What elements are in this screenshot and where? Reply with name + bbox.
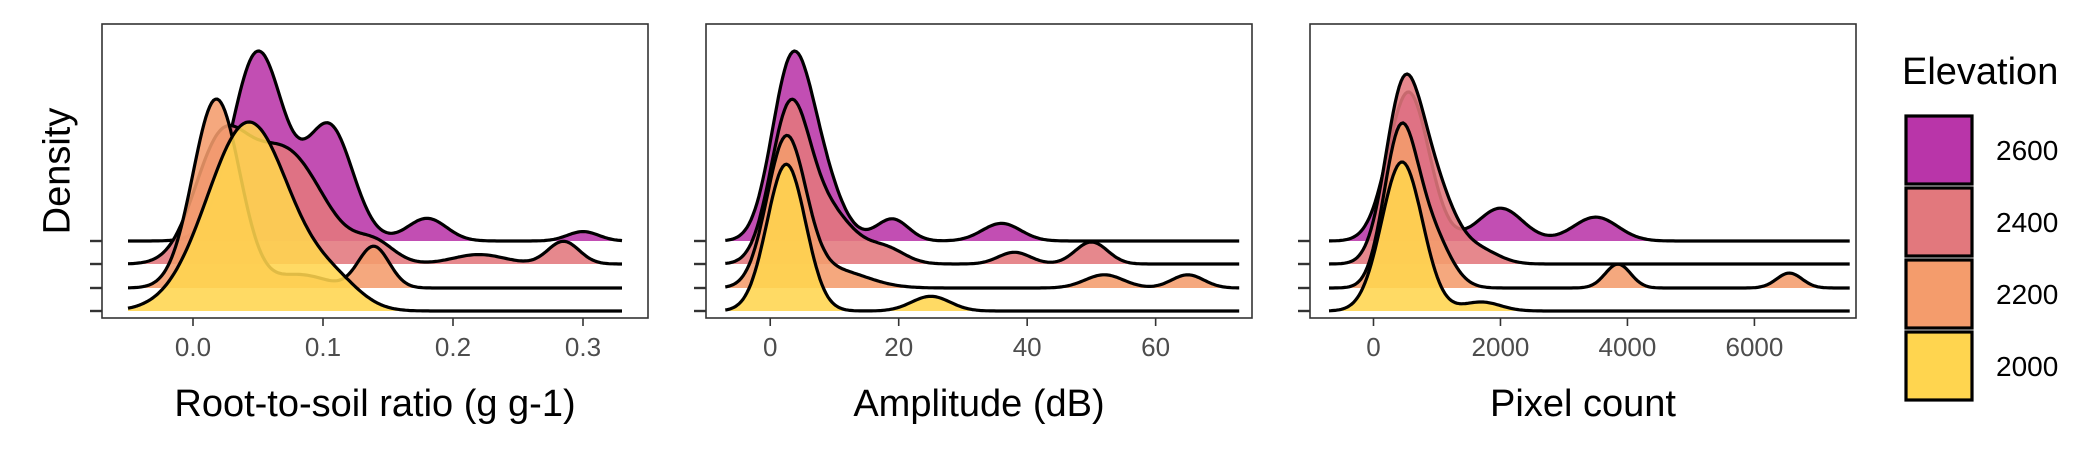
legend-label-2400: 2400: [1996, 207, 2058, 238]
legend-key-2400: [1904, 186, 1974, 258]
x-axis-title: Pixel count: [1490, 383, 1676, 425]
panel-border: [101, 23, 649, 319]
legend-label-2200: 2200: [1996, 279, 2058, 310]
legend-key-2200: [1904, 258, 1974, 330]
x-tick-label: 20: [884, 332, 913, 362]
density-line-2400: [725, 97, 1240, 266]
legend-label-2000: 2000: [1996, 351, 2058, 382]
x-tick-label: 0.2: [435, 332, 471, 362]
x-tick-label: 0.3: [565, 332, 601, 362]
x-tick-label: 0.1: [305, 332, 341, 362]
density-area-2000: [128, 122, 622, 311]
legend-key-2000: [1904, 330, 1974, 402]
panel-3: 0 2000 4000 6000 Pixel count: [1298, 23, 1857, 425]
density-line-2400: [1328, 72, 1850, 266]
x-tick-label: 40: [1013, 332, 1042, 362]
density-line-2000: [725, 162, 1240, 313]
panel-1: 0.0 0.1 0.2 0.3 Root-to-soil ratio (g g-1): [90, 23, 649, 425]
panel-2: 0 20 40 60 Amplitude (dB): [694, 23, 1253, 425]
x-axis-title: Root-to-soil ratio (g g-1): [174, 383, 575, 425]
x-tick-label: 6000: [1725, 332, 1783, 362]
density-area-2000: [1329, 162, 1850, 311]
x-tick-label: 0.0: [175, 332, 211, 362]
density-line-2200: [128, 97, 622, 290]
density-line-2000: [1328, 160, 1850, 313]
legend-label-2600: 2600: [1996, 135, 2058, 166]
density-line-2200: [724, 133, 1240, 290]
x-axis-title: Amplitude (dB): [853, 383, 1104, 425]
x-tick-label: 60: [1141, 332, 1170, 362]
panel-border: [705, 23, 1253, 319]
y-axis-title: Density: [36, 108, 78, 235]
density-line-2000: [127, 120, 622, 313]
x-tick-label: 2000: [1472, 332, 1530, 362]
density-line-2200: [1329, 121, 1850, 290]
panel-border: [1309, 23, 1857, 319]
x-tick-label: 4000: [1599, 332, 1657, 362]
legend-key-2600: [1904, 114, 1974, 186]
density-line-2600: [725, 49, 1240, 243]
x-tick-label: 0: [1366, 332, 1380, 362]
density-area-2000: [725, 164, 1240, 311]
legend: Elevation 2600 2400 2200 2000: [1902, 51, 2058, 402]
legend-title: Elevation: [1902, 51, 2058, 93]
x-tick-label: 0: [763, 332, 777, 362]
